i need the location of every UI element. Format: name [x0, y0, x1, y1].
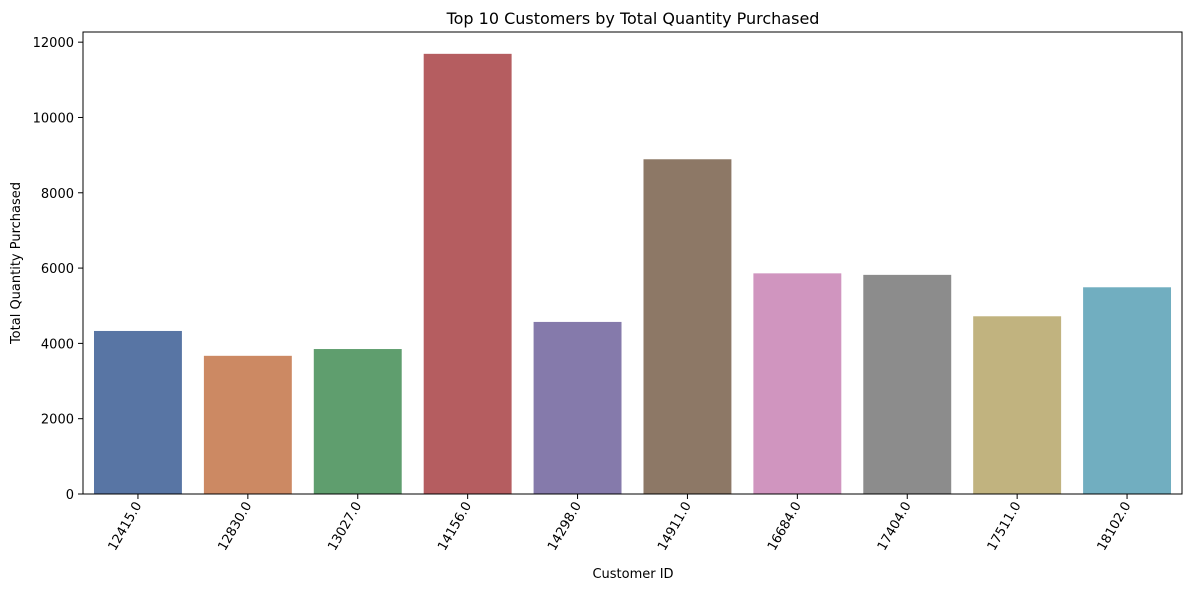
chart-title: Top 10 Customers by Total Quantity Purch… [446, 9, 820, 28]
x-tick-label: 13027.0 [325, 500, 365, 554]
x-tick-label: 18102.0 [1095, 500, 1135, 554]
x-tick-label: 17511.0 [985, 500, 1025, 554]
x-tick-label: 16684.0 [765, 500, 805, 554]
x-tick-label: 14298.0 [545, 500, 585, 554]
x-tick-label: 14156.0 [435, 500, 475, 554]
bar-16684.0 [753, 273, 842, 494]
y-tick-label: 10000 [33, 111, 74, 126]
bar-14156.0 [423, 53, 512, 495]
bar-13027.0 [313, 349, 402, 494]
bar-14911.0 [643, 159, 732, 494]
y-axis-ticks: 0 2000 4000 6000 8000 10000 12000 [33, 36, 83, 503]
x-tick-label: 17404.0 [875, 500, 915, 554]
x-tick-label: 12830.0 [215, 500, 255, 554]
x-axis-title: Customer ID [592, 567, 673, 582]
bar-12415.0 [93, 330, 182, 494]
bars-layer [93, 53, 1172, 495]
bar-12830.0 [203, 355, 292, 494]
y-tick-label: 0 [66, 488, 74, 503]
bar-14298.0 [533, 321, 622, 494]
y-tick-label: 2000 [41, 413, 74, 428]
bar-17511.0 [973, 316, 1062, 494]
bar-18102.0 [1083, 287, 1172, 494]
y-tick-label: 8000 [41, 187, 74, 202]
plot-frame [82, 31, 1183, 495]
bar-17404.0 [863, 274, 952, 494]
y-tick-label: 12000 [33, 36, 74, 51]
x-tick-label: 14911.0 [655, 500, 695, 554]
x-axis-ticks: 12415.0 12830.0 13027.0 14156.0 14298.0 14911… [106, 494, 1135, 554]
y-axis-title: Total Quantity Purchased [9, 182, 24, 345]
x-tick-label: 12415.0 [106, 500, 146, 554]
y-tick-label: 4000 [41, 337, 74, 352]
y-tick-label: 6000 [41, 262, 74, 277]
